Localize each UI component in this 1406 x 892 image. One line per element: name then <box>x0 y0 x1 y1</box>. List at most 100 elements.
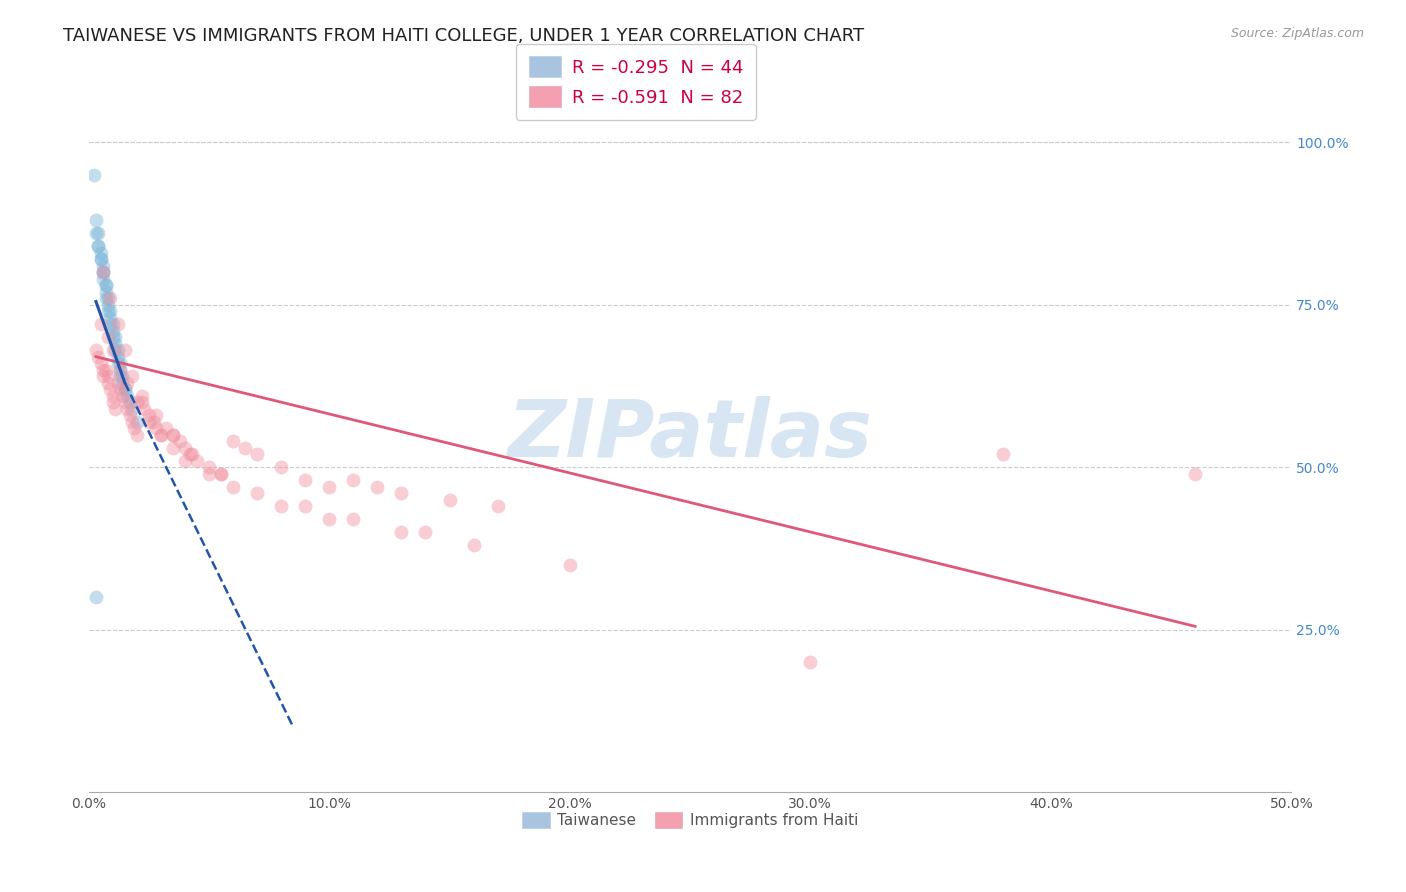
Point <box>131 395 153 409</box>
Text: TAIWANESE VS IMMIGRANTS FROM HAITI COLLEGE, UNDER 1 YEAR CORRELATION CHART: TAIWANESE VS IMMIGRANTS FROM HAITI COLLE… <box>63 27 865 45</box>
Point <box>91 272 114 286</box>
Legend: Taiwanese, Immigrants from Haiti: Taiwanese, Immigrants from Haiti <box>516 806 865 834</box>
Point <box>111 369 134 384</box>
Point <box>91 369 114 384</box>
Point <box>87 239 110 253</box>
Point <box>125 395 148 409</box>
Point <box>115 401 138 416</box>
Point <box>94 291 117 305</box>
Point <box>104 336 127 351</box>
Point <box>84 227 107 241</box>
Point <box>97 369 120 384</box>
Point <box>222 434 245 449</box>
Point <box>91 265 114 279</box>
Point <box>91 259 114 273</box>
Point <box>121 415 143 429</box>
Point <box>558 558 581 572</box>
Point <box>155 421 177 435</box>
Point <box>94 278 117 293</box>
Point <box>145 408 167 422</box>
Point <box>107 350 129 364</box>
Point <box>91 265 114 279</box>
Point <box>108 356 131 370</box>
Text: ZIPatlas: ZIPatlas <box>508 396 873 474</box>
Point <box>107 356 129 370</box>
Point <box>162 427 184 442</box>
Point <box>121 369 143 384</box>
Point <box>83 168 105 182</box>
Point <box>233 441 256 455</box>
Point <box>294 473 316 487</box>
Point <box>799 655 821 669</box>
Point <box>181 447 204 461</box>
Point <box>90 318 112 332</box>
Point <box>97 304 120 318</box>
Point <box>101 389 124 403</box>
Point <box>162 427 184 442</box>
Point <box>174 453 197 467</box>
Point <box>463 538 485 552</box>
Point <box>270 460 292 475</box>
Point <box>198 460 221 475</box>
Point <box>124 421 146 435</box>
Point <box>115 389 138 403</box>
Point <box>246 447 269 461</box>
Point <box>84 213 107 227</box>
Point <box>366 480 388 494</box>
Point <box>118 395 141 409</box>
Point <box>179 447 201 461</box>
Point <box>114 395 136 409</box>
Point <box>391 486 413 500</box>
Point <box>125 415 148 429</box>
Point <box>138 408 160 422</box>
Point <box>90 252 112 267</box>
Point <box>318 480 340 494</box>
Point <box>108 382 131 396</box>
Point <box>104 401 127 416</box>
Point <box>108 363 131 377</box>
Point <box>209 467 232 481</box>
Point <box>149 427 172 442</box>
Point <box>100 382 122 396</box>
Point <box>91 265 114 279</box>
Point <box>104 330 127 344</box>
Point <box>391 525 413 540</box>
Point <box>108 363 131 377</box>
Point <box>209 467 232 481</box>
Point <box>101 324 124 338</box>
Point <box>104 343 127 358</box>
Point <box>342 512 364 526</box>
Point <box>91 363 114 377</box>
Point <box>222 480 245 494</box>
Point <box>84 343 107 358</box>
Point <box>87 350 110 364</box>
Point <box>198 467 221 481</box>
Point <box>131 389 153 403</box>
Text: Source: ZipAtlas.com: Source: ZipAtlas.com <box>1230 27 1364 40</box>
Point <box>97 376 120 390</box>
Point <box>97 291 120 305</box>
Point <box>439 492 461 507</box>
Point <box>87 227 110 241</box>
Point <box>101 318 124 332</box>
Point <box>246 486 269 500</box>
Point <box>84 590 107 604</box>
Point <box>132 401 155 416</box>
Point <box>107 376 129 390</box>
Point <box>486 499 509 513</box>
Point <box>169 434 191 449</box>
Point <box>90 356 112 370</box>
Point <box>318 512 340 526</box>
Point <box>114 343 136 358</box>
Point <box>186 453 208 467</box>
Point <box>114 382 136 396</box>
Point <box>90 245 112 260</box>
Point <box>107 343 129 358</box>
Point <box>125 427 148 442</box>
Point <box>94 363 117 377</box>
Point <box>100 304 122 318</box>
Point <box>138 415 160 429</box>
Point <box>111 376 134 390</box>
Point <box>294 499 316 513</box>
Point <box>162 441 184 455</box>
